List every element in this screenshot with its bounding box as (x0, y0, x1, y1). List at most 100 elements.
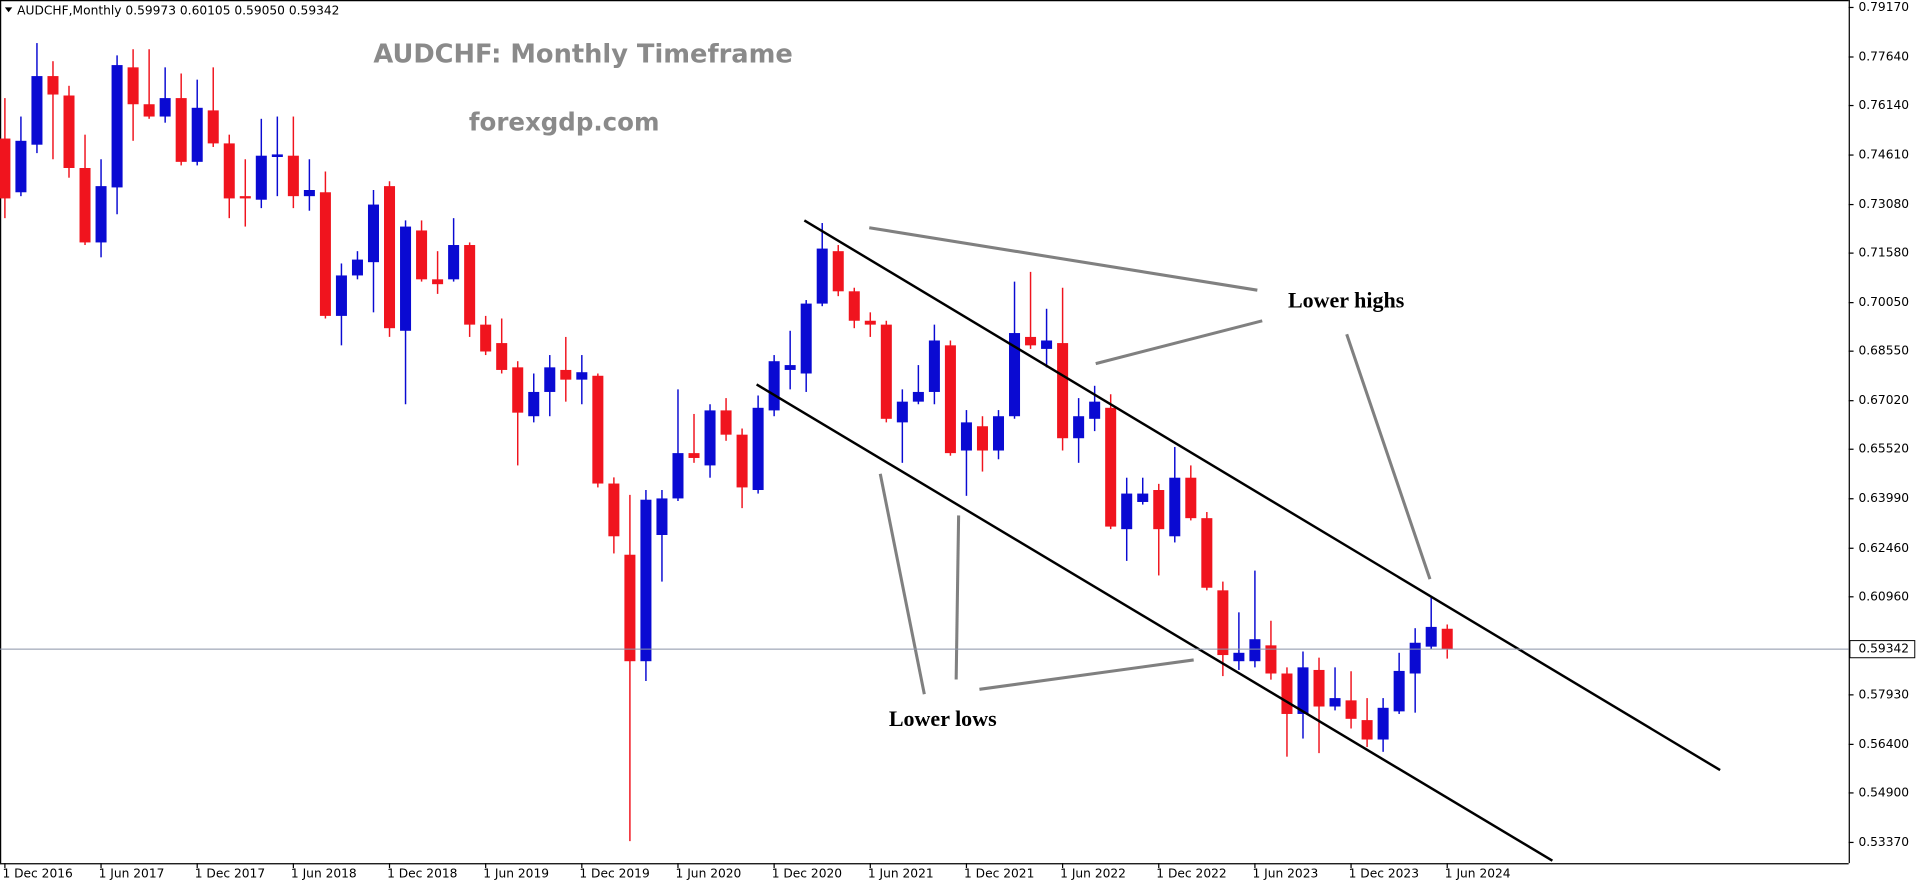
channel (755, 219, 1721, 862)
candle-body (1313, 669, 1325, 707)
candle-body (111, 65, 123, 188)
candle-body (1409, 642, 1421, 674)
candle-body (63, 95, 75, 168)
candle-body (1201, 518, 1213, 588)
candle-body (1121, 493, 1133, 530)
x-tick-label: 1 Dec 2022 (1156, 867, 1226, 881)
candle-body (656, 498, 668, 535)
candle-body (832, 251, 844, 292)
candle-body (912, 391, 924, 402)
candle-body (175, 98, 187, 162)
x-tick-label: 1 Jun 2019 (483, 867, 549, 881)
candle-body (704, 410, 716, 466)
y-tick-label: 0.65520 (1858, 442, 1909, 456)
candle-body (31, 76, 43, 145)
candle-body (944, 345, 956, 454)
y-tick-label: 0.70050 (1858, 295, 1909, 309)
annotation: Lower lows (889, 706, 997, 731)
candle-body (544, 367, 556, 392)
pointers (868, 226, 1432, 695)
candle-body (1361, 720, 1373, 740)
x-tick-label: 1 Dec 2023 (1349, 867, 1419, 881)
y-tick-label: 0.67020 (1858, 393, 1909, 407)
x-tick-label: 1 Dec 2017 (195, 867, 265, 881)
candle-body (79, 167, 91, 243)
x-tick-label: 1 Jun 2018 (291, 867, 357, 881)
y-tick-label: 0.62460 (1858, 541, 1909, 555)
candle-body (367, 204, 380, 263)
candle-body (896, 401, 908, 423)
y-tick-label: 0.73080 (1858, 197, 1909, 211)
candle-body (335, 275, 347, 316)
candle-body (592, 375, 604, 484)
candle-body (1185, 477, 1197, 519)
candle-body (640, 499, 652, 662)
x-tick-label: 1 Dec 2019 (579, 867, 649, 881)
y-tick-label: 0.79170 (1858, 0, 1909, 14)
candle-body (960, 422, 972, 451)
candle-body (624, 554, 636, 662)
candle-body (928, 340, 940, 392)
candle-body (207, 110, 219, 144)
x-tick-label: 1 Jun 2022 (1060, 867, 1126, 881)
candle-body (1073, 416, 1085, 439)
y-tick-label: 0.56400 (1858, 737, 1909, 751)
candle-body (1345, 700, 1357, 719)
candle-body (512, 367, 524, 413)
candle-body (351, 259, 363, 276)
candle-body (255, 155, 267, 200)
candle-body (143, 104, 155, 117)
y-tick-label: 0.63990 (1858, 491, 1909, 505)
pointer-line (954, 515, 961, 680)
candle-body (448, 245, 460, 280)
candle-body (95, 186, 107, 243)
y-tick-label: 0.71580 (1858, 246, 1909, 260)
candle-body (1441, 628, 1453, 650)
candle-body (287, 155, 299, 197)
x-tick-label: 1 Jun 2021 (868, 867, 934, 881)
candle-body (1009, 333, 1021, 417)
candle-body (880, 324, 892, 419)
candle-body (1377, 707, 1389, 740)
lower-channel-line (755, 383, 1554, 862)
chart-subtitle: forexgdp.com (469, 108, 660, 137)
candle-body (976, 426, 988, 451)
candle-body (1105, 407, 1117, 527)
candle-body (1281, 673, 1293, 714)
candle-body (496, 343, 508, 370)
candle-body (127, 67, 139, 105)
pointer-line (868, 226, 1258, 292)
candle-body (303, 190, 315, 197)
pointer-line (878, 473, 926, 695)
x-tick-label: 1 Dec 2018 (387, 867, 457, 881)
chart-header: AUDCHF,Monthly 0.59973 0.60105 0.59050 0… (17, 4, 339, 18)
candle-body (848, 291, 860, 321)
upper-channel-line (803, 219, 1721, 772)
candle-body (720, 410, 732, 435)
y-tick-label: 0.77640 (1858, 49, 1909, 63)
candle-body (15, 140, 27, 193)
current-price-label: 0.59342 (1858, 642, 1909, 656)
candle-body (608, 483, 620, 537)
candle-body (1137, 493, 1149, 502)
y-tick-label: 0.76140 (1858, 98, 1909, 112)
candle-body (400, 226, 412, 331)
candle-body (239, 196, 251, 199)
y-tick-label: 0.54900 (1858, 785, 1909, 799)
y-tick-label: 0.60960 (1858, 589, 1909, 603)
x-tick-label: 1 Dec 2020 (772, 867, 842, 881)
candle-body (864, 320, 876, 325)
candle-body (319, 192, 331, 316)
y-tick-label: 0.57930 (1858, 687, 1909, 701)
candle-body (768, 361, 780, 411)
y-tick-label: 0.68550 (1858, 344, 1909, 358)
candle-body (464, 245, 476, 325)
candle-body (1425, 626, 1437, 647)
candle-body (271, 154, 283, 157)
x-tick-label: 1 Dec 2016 (2, 867, 73, 881)
candle-body (784, 365, 796, 370)
candle-body (432, 279, 444, 285)
chart-title: AUDCHF: Monthly Timeframe (373, 40, 792, 70)
candle-body (1249, 639, 1261, 662)
